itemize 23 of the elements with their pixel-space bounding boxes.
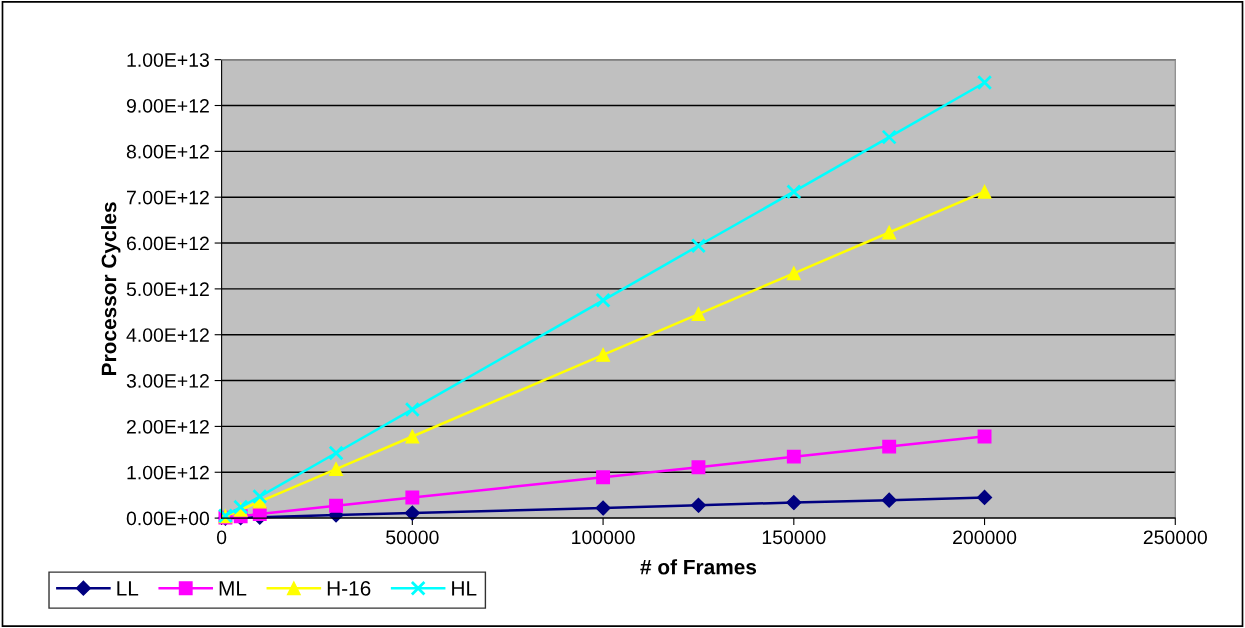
x-tick-label: 200000: [953, 530, 1017, 545]
y-tick-label: 6.00E+12: [127, 236, 209, 251]
legend-label: LL: [117, 581, 139, 596]
y-tick-label: 8.00E+12: [126, 144, 209, 159]
y-tick-label: 7.00E+12: [127, 190, 209, 205]
x-tick-label: 100000: [572, 530, 635, 545]
x-tick-label: 0: [216, 530, 227, 545]
x-tick-label: 250000: [1143, 530, 1207, 545]
y-tick-label: 1.00E+12: [127, 465, 209, 480]
legend-label: H-16: [327, 580, 371, 596]
legend-label: HL: [452, 581, 477, 596]
x-axis-title: # of Frames: [640, 559, 757, 575]
y-axis-title: Processor Cycles: [101, 202, 121, 375]
x-tick-label: 150000: [762, 530, 826, 545]
y-tick-label: 1.00E+13: [127, 53, 209, 67]
y-tick-label: 4.00E+12: [126, 328, 209, 342]
y-tick-label: 5.00E+12: [126, 282, 209, 297]
y-tick-label: 9.00E+12: [126, 98, 209, 113]
y-tick-label: 0.00E+00: [126, 511, 210, 526]
y-tick-label: 2.00E+12: [126, 419, 209, 434]
legend-label: ML: [219, 581, 247, 596]
y-tick-label: 3.00E+12: [126, 374, 209, 388]
x-tick-label: 50000: [386, 530, 439, 545]
